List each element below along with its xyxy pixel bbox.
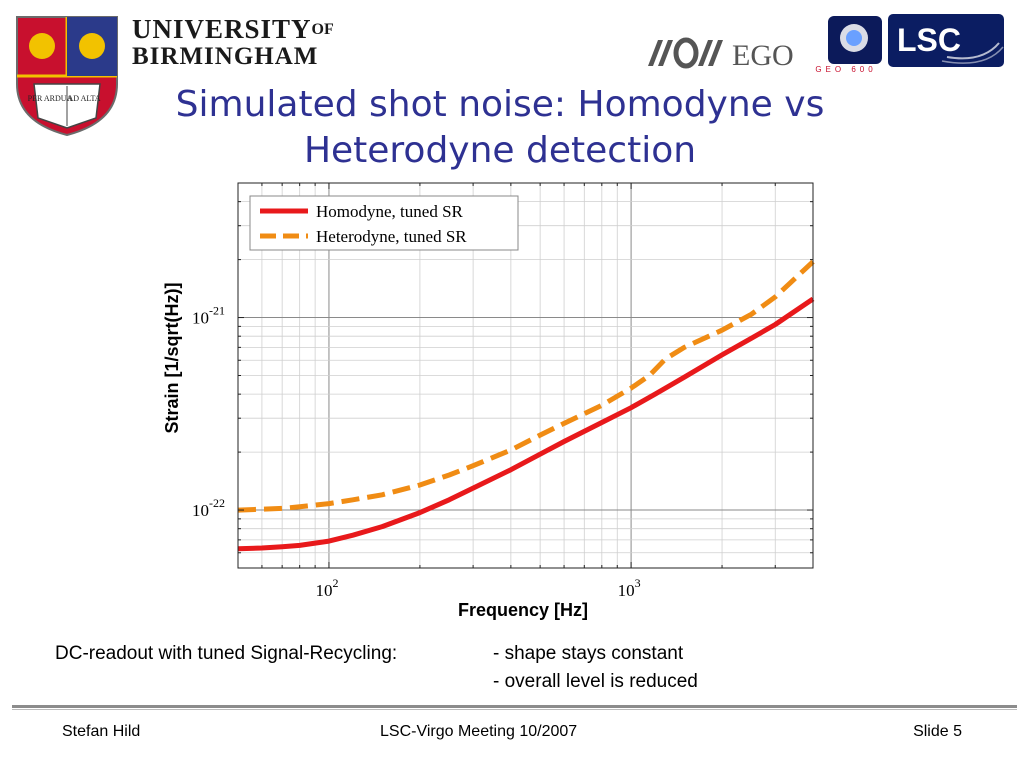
legend-homodyne-label: Homodyne, tuned SR: [316, 202, 464, 221]
homodyne-series-line: [237, 296, 815, 552]
ego-logo: EGO: [648, 37, 794, 70]
chart-series: [237, 259, 815, 552]
heterodyne-series-line: [237, 259, 815, 513]
x-tick-label: 102: [315, 576, 338, 600]
x-tick-label: 103: [618, 576, 641, 600]
ego-text: EGO: [732, 39, 794, 70]
crest-motto-right: AD ALTA: [67, 94, 100, 103]
geo600-logo: GEO 600: [815, 16, 882, 74]
legend-heterodyne-label: Heterodyne, tuned SR: [316, 227, 467, 246]
slide-title-line2: Heterodyne detection: [303, 130, 697, 171]
crest-motto-left: PER ARDUA: [28, 94, 73, 103]
y-axis-label: Strain [1/sqrt(Hz)]: [162, 282, 182, 433]
legend-box: [249, 195, 519, 251]
footer-divider: [12, 705, 1017, 708]
university-name: UNIVERSITYOF BIRMINGHAM: [132, 14, 334, 71]
note-shape-constant: - shape stays constant: [493, 643, 684, 664]
footer-slide-number: Slide 5: [913, 723, 962, 740]
university-of: OF: [311, 21, 334, 38]
y-tick-label: 10-22: [192, 496, 225, 520]
x-axis-label: Frequency [Hz]: [458, 600, 588, 620]
geo-text: GEO 600: [815, 65, 876, 74]
footer-meeting: LSC-Virgo Meeting 10/2007: [380, 723, 578, 740]
chart-legend: Homodyne, tuned SR Heterodyne, tuned SR: [249, 195, 519, 251]
university-crest-logo: PER ARDUA AD ALTA: [16, 16, 118, 137]
y-tick-label: 10-21: [192, 304, 225, 328]
lsc-text: LSC: [897, 22, 961, 58]
shot-noise-chart: 102 103 10-21 10-22 Homodyne, tuned SR Heter…: [162, 182, 815, 620]
slide-title-line1: Simulated shot noise: Homodyne vs: [175, 84, 825, 125]
university-line1: UNIVERSITY: [132, 14, 312, 44]
note-observations: - shape stays constant - overall level i…: [493, 640, 698, 696]
chart-ticks: 102 103 10-21 10-22: [192, 182, 814, 600]
university-line2: BIRMINGHAM: [132, 43, 319, 70]
footer-author: Stefan Hild: [62, 723, 141, 740]
footer-divider-thin: [12, 709, 1017, 710]
slide-title: Simulated shot noise: Homodyne vs Hetero…: [130, 82, 870, 174]
note-level-reduced: - overall level is reduced: [493, 671, 698, 692]
lsc-logo: LSC: [888, 14, 1004, 67]
note-dc-readout: DC-readout with tuned Signal-Recycling:: [55, 643, 398, 664]
